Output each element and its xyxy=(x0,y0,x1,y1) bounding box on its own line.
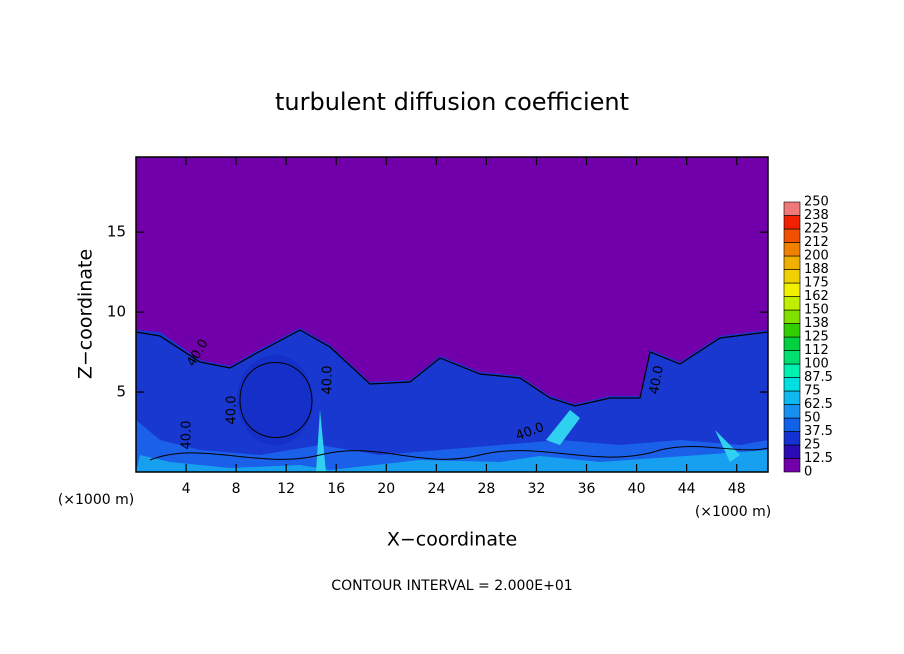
colorbar-label: 100 xyxy=(804,357,829,372)
colorbar-bin xyxy=(783,296,801,311)
colorbar-bin xyxy=(783,255,801,270)
plot-frame xyxy=(135,156,769,473)
colorbar-label: 87.5 xyxy=(804,370,833,385)
y-tick-label: 5 xyxy=(116,383,126,401)
colorbar-bin xyxy=(783,458,801,473)
colorbar-bin xyxy=(783,444,801,459)
colorbar-bin xyxy=(783,269,801,284)
contour-label: 40.0 xyxy=(321,366,336,395)
x-axis-label: X−coordinate xyxy=(387,529,517,551)
contour-label: 40.0 xyxy=(647,364,667,395)
colorbar-bin xyxy=(783,215,801,230)
colorbar-label: 50 xyxy=(804,411,821,426)
colorbar-label: 138 xyxy=(804,316,829,331)
x-tick-label: 36 xyxy=(578,481,596,497)
colorbar-label: 225 xyxy=(804,222,829,237)
colorbar-bin xyxy=(783,363,801,378)
colorbar-label: 238 xyxy=(804,208,829,223)
colorbar-bin xyxy=(783,431,801,446)
field xyxy=(135,157,769,472)
colorbar-label: 125 xyxy=(804,330,829,345)
colorbar-bin xyxy=(783,228,801,243)
colorbar-bin xyxy=(783,242,801,257)
colorbar-bin xyxy=(783,336,801,351)
x-unit-label: (×1000 m) xyxy=(58,492,134,508)
colorbar-label: 112 xyxy=(804,343,829,358)
colorbar-label: 62.5 xyxy=(804,397,833,412)
colorbar-label: 75 xyxy=(804,384,821,399)
contour-line xyxy=(149,445,769,461)
field-region xyxy=(136,450,768,472)
colorbar-label: 12.5 xyxy=(804,451,833,466)
x-unit-label: (×1000 m) xyxy=(695,504,771,520)
colorbar-label: 188 xyxy=(804,262,829,277)
x-tick-label: 20 xyxy=(377,481,395,497)
colorbar-label: 37.5 xyxy=(804,424,833,439)
x-tick-label: 28 xyxy=(478,481,496,497)
x-tick-label: 48 xyxy=(728,481,746,497)
colorbar-label: 200 xyxy=(804,249,829,264)
colorbar-label: 25 xyxy=(804,438,821,453)
x-tick-label: 16 xyxy=(327,481,345,497)
y-tick-label: 10 xyxy=(107,303,126,321)
x-tick-label: 8 xyxy=(232,481,241,497)
colorbar-bin xyxy=(783,201,801,216)
colorbar-bin xyxy=(783,282,801,297)
colorbar-bin xyxy=(783,417,801,432)
colorbar-bin xyxy=(783,404,801,419)
colorbar-bin xyxy=(783,377,801,392)
colorbar-bin xyxy=(783,309,801,324)
contour-line xyxy=(135,329,769,407)
colorbar-label: 212 xyxy=(804,235,829,250)
y-axis-label: Z−coordinate xyxy=(75,249,97,379)
x-tick-label: 32 xyxy=(528,481,546,497)
colorbar-bin xyxy=(783,323,801,338)
contour-label: 40.0 xyxy=(180,421,195,450)
note: CONTOUR INTERVAL = 2.000E+01 xyxy=(331,578,572,594)
x-tick-label: 12 xyxy=(277,481,295,497)
field-region xyxy=(237,355,313,445)
y-tick-label: 15 xyxy=(107,223,126,241)
colorbar-bin xyxy=(783,390,801,405)
colorbar-label: 150 xyxy=(804,303,829,318)
chart-title: turbulent diffusion coefficient xyxy=(275,88,629,116)
colorbar-bin xyxy=(783,350,801,365)
x-tick-label: 40 xyxy=(628,481,646,497)
colorbar-label: 0 xyxy=(804,465,812,480)
colorbar-label: 175 xyxy=(804,276,829,291)
colorbar-label: 162 xyxy=(804,289,829,304)
contour-label: 40.0 xyxy=(225,396,240,425)
x-tick-label: 4 xyxy=(182,481,191,497)
contour-line xyxy=(239,362,313,438)
x-tick-label: 44 xyxy=(678,481,696,497)
x-tick-label: 24 xyxy=(427,481,445,497)
colorbar-label: 250 xyxy=(804,195,829,210)
